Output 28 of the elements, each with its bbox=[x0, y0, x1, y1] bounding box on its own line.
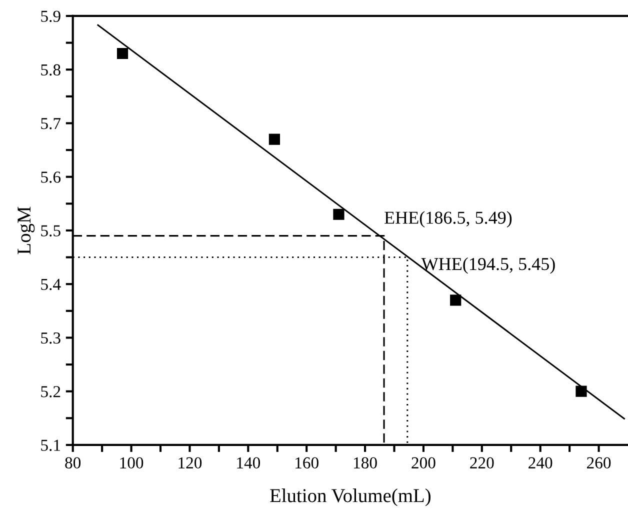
y-tick-label: 5.5 bbox=[41, 225, 60, 236]
x-tick-label: 160 bbox=[296, 457, 318, 468]
y-tick-label: 5.9 bbox=[41, 10, 60, 22]
x-tick-label: 120 bbox=[178, 457, 202, 468]
point bbox=[333, 208, 344, 220]
x-axis-title: Elution Volume(mL) bbox=[270, 488, 431, 506]
x-tick-label: 180 bbox=[354, 457, 377, 468]
y-tick-label: 5.8 bbox=[41, 64, 60, 76]
x-tick-label: 80 bbox=[65, 457, 81, 468]
y-axis-title: LogM bbox=[18, 206, 35, 254]
y-tick-label: 5.7 bbox=[41, 118, 61, 130]
annotation: EHE(186.5, 5.49) bbox=[384, 211, 512, 228]
point bbox=[450, 294, 462, 306]
point bbox=[116, 48, 128, 60]
x-tick-label: 240 bbox=[528, 457, 552, 468]
x-tick-label: 100 bbox=[120, 457, 144, 468]
y-tick-label: 5.1 bbox=[41, 440, 60, 451]
annotation: WHE(194.5, 5.45) bbox=[421, 257, 555, 274]
y-tick-label: 5.6 bbox=[41, 172, 61, 183]
x-tick-label: 200 bbox=[412, 457, 436, 468]
y-tick-label: 5.4 bbox=[41, 278, 61, 290]
point bbox=[268, 134, 280, 145]
y-tick-label: 5.2 bbox=[41, 386, 60, 398]
x-tick-label: 220 bbox=[470, 457, 494, 468]
point bbox=[576, 386, 587, 397]
x-tick-label: 140 bbox=[237, 457, 260, 468]
y-tick-label: 5.3 bbox=[41, 332, 60, 344]
x-tick-label: 260 bbox=[587, 457, 611, 468]
